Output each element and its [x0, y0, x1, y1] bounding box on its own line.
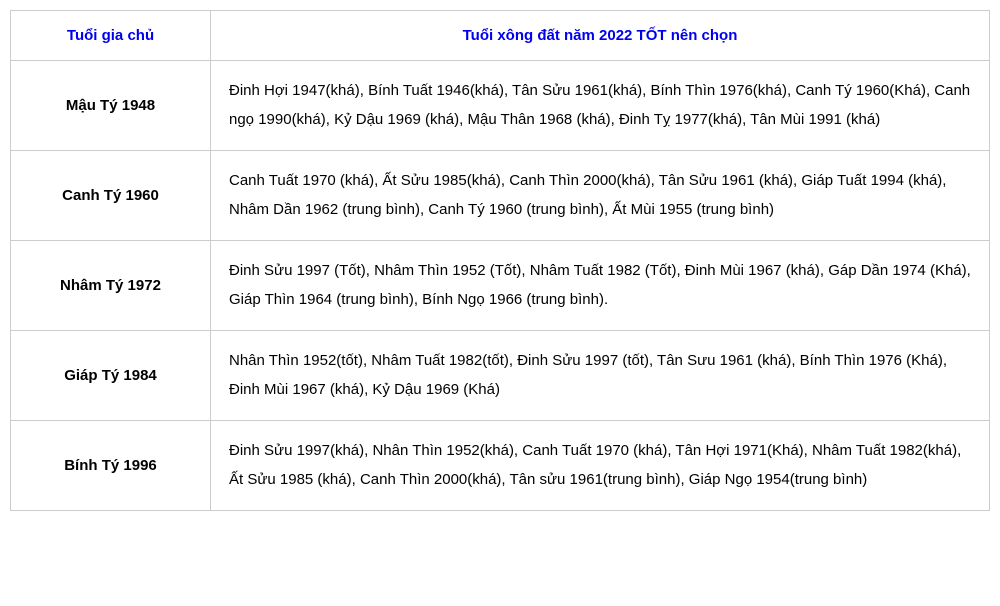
- recommend-cell: Đinh Hợi 1947(khá), Bính Tuất 1946(khá),…: [211, 61, 990, 151]
- owner-cell: Canh Tý 1960: [11, 151, 211, 241]
- recommend-cell: Đinh Sửu 1997 (Tốt), Nhâm Thìn 1952 (Tốt…: [211, 241, 990, 331]
- recommend-cell: Nhân Thìn 1952(tốt), Nhâm Tuất 1982(tốt)…: [211, 331, 990, 421]
- table-row: Canh Tý 1960 Canh Tuất 1970 (khá), Ất Sử…: [11, 151, 990, 241]
- table-row: Nhâm Tý 1972 Đinh Sửu 1997 (Tốt), Nhâm T…: [11, 241, 990, 331]
- zodiac-table: Tuổi gia chủ Tuổi xông đất năm 2022 TỐT …: [10, 10, 990, 511]
- table-row: Giáp Tý 1984 Nhân Thìn 1952(tốt), Nhâm T…: [11, 331, 990, 421]
- recommend-cell: Canh Tuất 1970 (khá), Ất Sửu 1985(khá), …: [211, 151, 990, 241]
- owner-cell: Giáp Tý 1984: [11, 331, 211, 421]
- header-recommend: Tuổi xông đất năm 2022 TỐT nên chọn: [211, 11, 990, 61]
- owner-cell: Nhâm Tý 1972: [11, 241, 211, 331]
- table-row: Mậu Tý 1948 Đinh Hợi 1947(khá), Bính Tuấ…: [11, 61, 990, 151]
- table-row: Bính Tý 1996 Đinh Sửu 1997(khá), Nhân Th…: [11, 421, 990, 511]
- header-owner: Tuổi gia chủ: [11, 11, 211, 61]
- owner-cell: Bính Tý 1996: [11, 421, 211, 511]
- table-header-row: Tuổi gia chủ Tuổi xông đất năm 2022 TỐT …: [11, 11, 990, 61]
- owner-cell: Mậu Tý 1948: [11, 61, 211, 151]
- recommend-cell: Đinh Sửu 1997(khá), Nhân Thìn 1952(khá),…: [211, 421, 990, 511]
